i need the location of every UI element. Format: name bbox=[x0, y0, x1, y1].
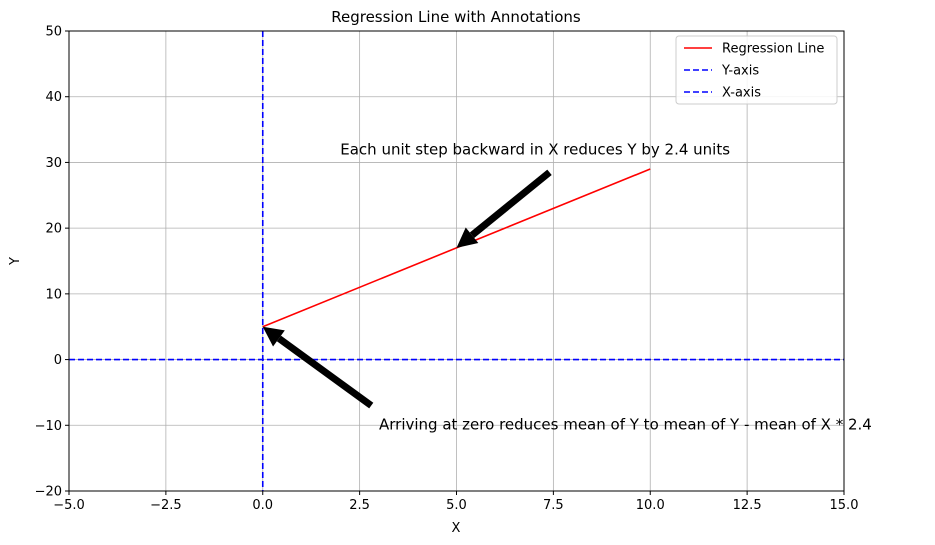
x-tick-label: 2.5 bbox=[349, 498, 370, 513]
annotation-text: Each unit step backward in X reduces Y b… bbox=[340, 140, 730, 158]
x-tick-label: 12.5 bbox=[733, 498, 762, 513]
y-tick-label: 50 bbox=[45, 25, 62, 40]
legend: Regression Line Y-axis X-axis bbox=[675, 35, 838, 105]
legend-label: Regression Line bbox=[722, 42, 824, 57]
x-tick-label: 15.0 bbox=[830, 498, 859, 513]
x-ticks: −5.0 −2.5 0.0 2.5 5.0 7.5 10.0 12.5 15.0 bbox=[53, 491, 858, 513]
y-axis-label: Y bbox=[8, 257, 23, 266]
y-ticks: −20 −10 0 10 20 30 40 50 bbox=[35, 25, 69, 500]
y-tick-label: 30 bbox=[45, 156, 62, 171]
legend-label: Y-axis bbox=[721, 64, 759, 79]
x-tick-label: 5.0 bbox=[446, 498, 467, 513]
annotation-arrow-head bbox=[456, 227, 479, 248]
y-tick-label: −10 bbox=[35, 419, 62, 434]
y-tick-label: 0 bbox=[54, 353, 62, 368]
legend-label: X-axis bbox=[722, 86, 761, 101]
x-tick-label: −5.0 bbox=[53, 498, 85, 513]
annotation-arrow-shaft bbox=[276, 335, 374, 409]
y-tick-label: −20 bbox=[35, 485, 62, 500]
y-tick-label: 20 bbox=[45, 222, 62, 237]
x-tick-label: −2.5 bbox=[150, 498, 182, 513]
y-tick-label: 40 bbox=[45, 90, 62, 105]
annotation-arrow-head bbox=[262, 326, 285, 347]
x-tick-label: 7.5 bbox=[543, 498, 564, 513]
annotations-layer: Each unit step backward in X reduces Y b… bbox=[262, 140, 872, 433]
chart-title: Regression Line with Annotations bbox=[331, 8, 581, 26]
x-tick-label: 0.0 bbox=[252, 498, 273, 513]
x-tick-label: 10.0 bbox=[636, 498, 665, 513]
x-axis-label: X bbox=[452, 521, 461, 536]
legend-frame bbox=[675, 35, 838, 105]
annotation-text: Arriving at zero reduces mean of Y to me… bbox=[379, 415, 872, 433]
y-tick-label: 10 bbox=[45, 287, 62, 302]
annotation-arrow-shaft bbox=[469, 169, 552, 238]
